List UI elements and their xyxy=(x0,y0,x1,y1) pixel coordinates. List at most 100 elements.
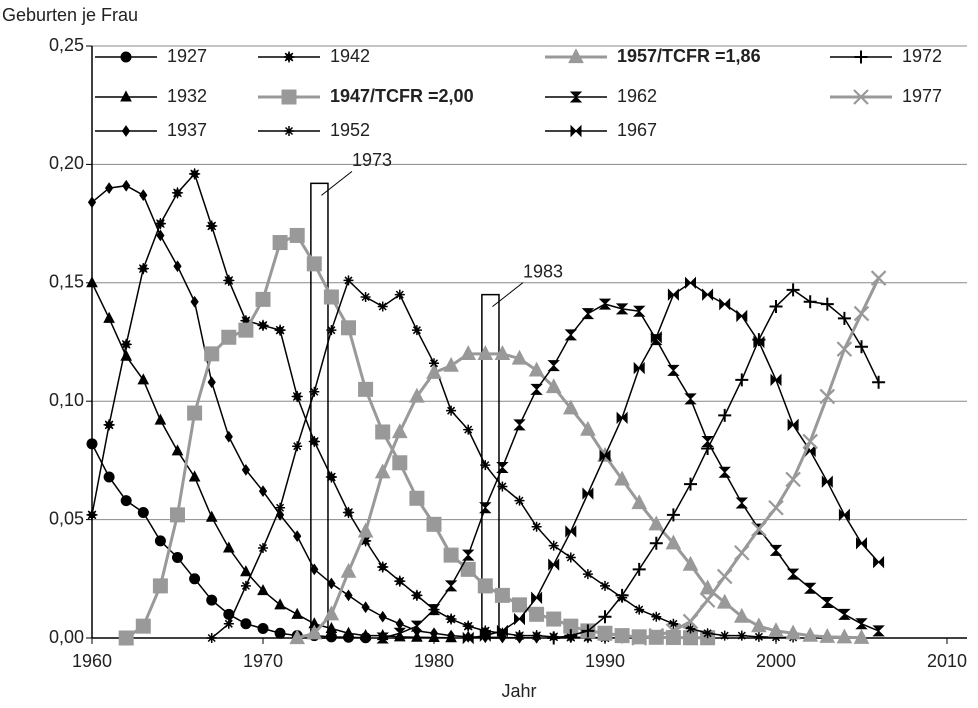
series-line xyxy=(91,443,366,639)
series-line xyxy=(125,233,708,640)
marker xyxy=(649,536,663,550)
legend-marker xyxy=(120,51,132,63)
marker xyxy=(189,573,201,585)
marker xyxy=(751,617,767,633)
y-tick-label: 0,00 xyxy=(49,627,84,647)
marker xyxy=(853,305,870,322)
marker xyxy=(103,471,115,483)
marker xyxy=(426,516,442,532)
x-tick-label: 2010 xyxy=(927,651,967,671)
x-tick-label: 1990 xyxy=(585,651,625,671)
y-tick-label: 0,25 xyxy=(49,35,84,55)
marker xyxy=(255,291,271,307)
marker xyxy=(600,580,610,591)
legend-label: 1942 xyxy=(330,46,370,66)
marker xyxy=(118,630,134,646)
marker xyxy=(137,262,149,275)
marker xyxy=(426,364,442,379)
marker xyxy=(614,470,630,486)
legend-marker xyxy=(570,124,582,138)
marker xyxy=(770,373,782,387)
marker xyxy=(802,626,819,642)
marker xyxy=(326,325,337,336)
marker xyxy=(309,386,320,397)
marker xyxy=(718,408,732,422)
marker xyxy=(86,438,98,450)
marker xyxy=(359,629,372,641)
marker xyxy=(699,579,716,595)
marker xyxy=(411,325,422,336)
marker xyxy=(395,617,404,630)
marker xyxy=(497,481,508,492)
marker xyxy=(340,562,357,578)
marker xyxy=(648,515,665,531)
marker xyxy=(564,329,578,341)
marker xyxy=(668,618,679,629)
marker xyxy=(702,288,714,301)
marker xyxy=(719,630,730,641)
marker xyxy=(274,627,286,639)
marker xyxy=(358,381,374,397)
marker xyxy=(87,196,97,209)
marker xyxy=(614,628,630,644)
marker xyxy=(257,584,269,596)
marker xyxy=(548,558,560,571)
marker xyxy=(463,424,474,435)
marker xyxy=(803,295,817,309)
marker xyxy=(206,220,218,232)
marker xyxy=(494,587,510,603)
series-line xyxy=(468,281,880,639)
marker xyxy=(733,607,750,623)
marker xyxy=(480,460,491,471)
marker xyxy=(391,423,408,439)
marker xyxy=(86,509,98,521)
marker xyxy=(325,471,338,483)
marker xyxy=(152,578,168,594)
marker xyxy=(306,624,323,640)
marker xyxy=(736,630,747,641)
marker xyxy=(291,390,303,403)
marker xyxy=(477,578,493,594)
marker xyxy=(171,187,184,199)
marker xyxy=(665,623,682,639)
marker xyxy=(344,589,353,602)
marker xyxy=(325,631,337,643)
marker xyxy=(137,506,149,518)
marker xyxy=(838,608,851,620)
marker xyxy=(394,575,406,587)
marker xyxy=(120,495,132,507)
marker xyxy=(323,289,339,305)
marker xyxy=(870,270,887,286)
marker xyxy=(528,361,545,377)
marker xyxy=(104,182,114,194)
series-line xyxy=(296,352,862,640)
marker xyxy=(547,360,560,372)
marker xyxy=(429,358,439,369)
marker xyxy=(701,442,715,456)
marker xyxy=(289,227,305,243)
marker xyxy=(223,618,234,629)
marker xyxy=(122,179,131,192)
marker xyxy=(615,588,629,602)
marker xyxy=(564,629,578,643)
marker xyxy=(274,324,286,336)
marker xyxy=(293,530,302,543)
legend-marker xyxy=(854,50,868,64)
marker xyxy=(205,510,218,522)
marker xyxy=(512,597,527,613)
legend-label: 1967 xyxy=(617,120,657,140)
marker xyxy=(531,591,543,604)
legend-label: 1937 xyxy=(167,120,207,140)
marker xyxy=(667,364,680,376)
marker xyxy=(443,547,459,563)
marker xyxy=(310,563,319,576)
marker xyxy=(190,295,199,308)
marker xyxy=(394,289,405,300)
marker xyxy=(802,433,818,450)
marker xyxy=(357,522,374,538)
marker xyxy=(188,470,201,482)
marker xyxy=(137,373,150,385)
legend-marker xyxy=(569,91,583,103)
marker xyxy=(173,260,182,273)
marker xyxy=(581,308,595,320)
